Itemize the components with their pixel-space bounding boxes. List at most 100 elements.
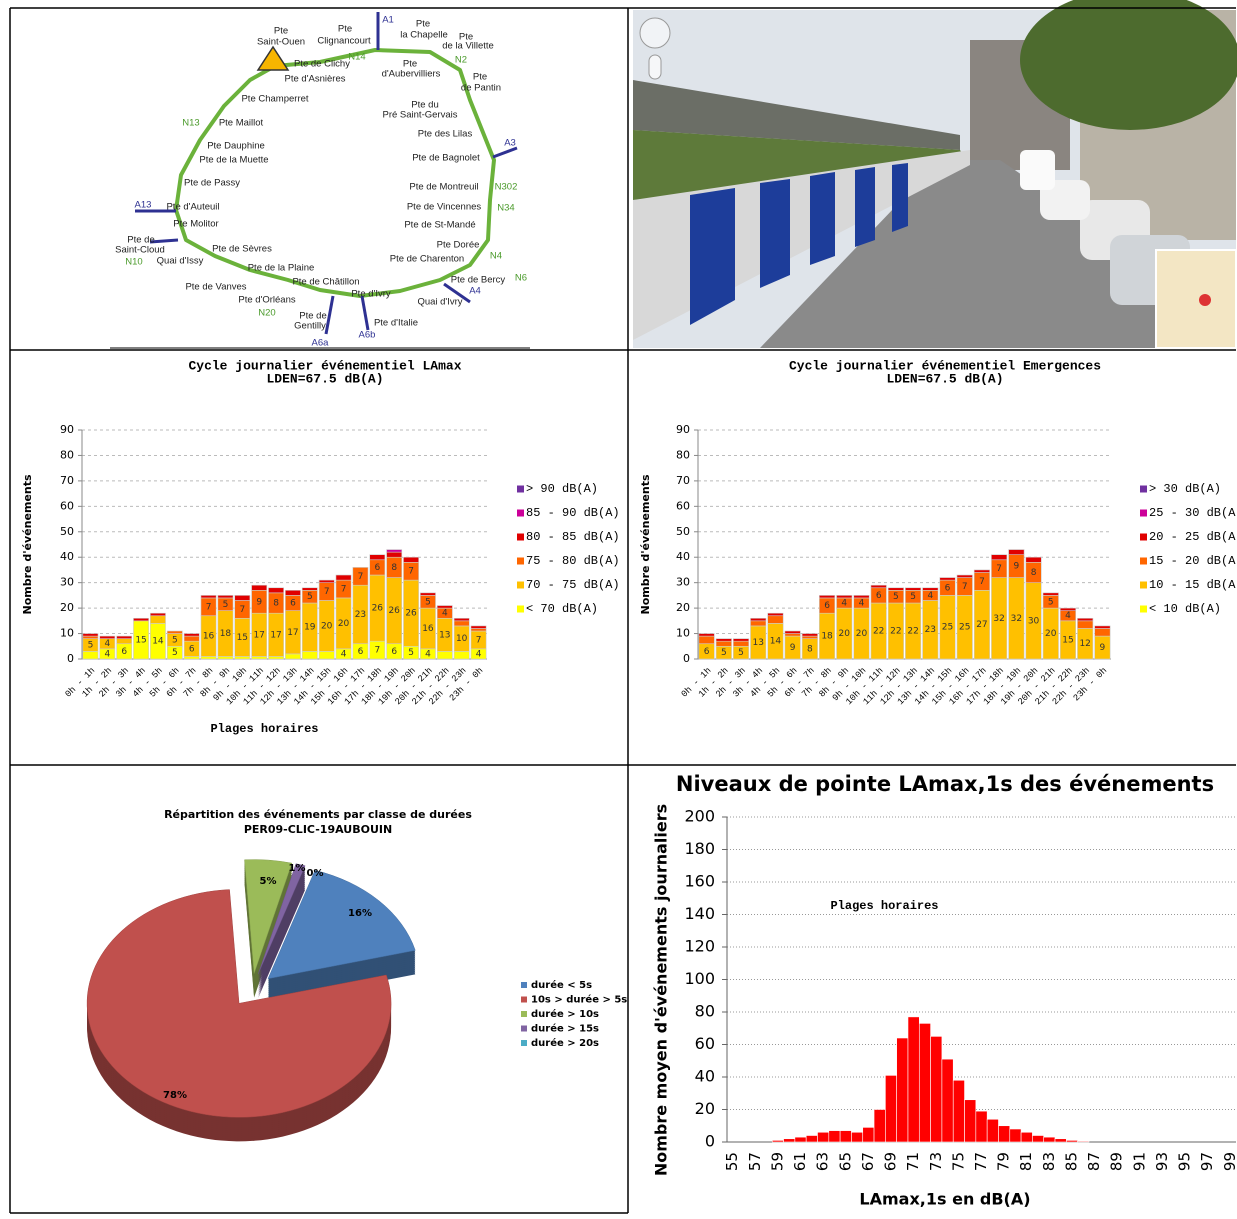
x-tick-label: 91 xyxy=(1130,1152,1148,1171)
pie-slice xyxy=(257,863,306,975)
x-axis-title: LAmax,1s en dB(A) xyxy=(859,1190,1030,1209)
legend-swatch xyxy=(1140,533,1147,541)
data-label: 6 xyxy=(824,601,830,611)
data-label: 4 xyxy=(841,599,847,609)
data-label: 5% xyxy=(260,876,277,887)
bar-segment xyxy=(453,617,470,622)
data-label: 12 xyxy=(1079,639,1090,649)
legend-swatch xyxy=(517,557,524,565)
data-label: 6 xyxy=(374,563,380,573)
legend-label: durée > 20s xyxy=(531,1037,599,1049)
bar-segment xyxy=(251,584,268,591)
x-tick-label: 67 xyxy=(859,1152,877,1171)
data-label: 5 xyxy=(172,635,178,645)
y-tick-label: 50 xyxy=(60,525,74,538)
bar-segment xyxy=(750,617,767,622)
data-label: 4 xyxy=(104,639,110,649)
bar-segment xyxy=(386,551,403,558)
data-label: 4 xyxy=(442,609,448,619)
data-label: 20 xyxy=(856,629,868,639)
y-tick-label: 60 xyxy=(60,499,74,512)
highways xyxy=(135,12,518,335)
data-label: 7 xyxy=(239,605,245,615)
chart-subtitle: PER09-CLIC-19AUBOUIN xyxy=(244,823,392,836)
legend-swatch xyxy=(1140,605,1147,613)
zoom-control[interactable] xyxy=(648,54,662,80)
map-label: Pte de la Muette xyxy=(199,155,268,166)
legend-label: 70 - 75 dB(A) xyxy=(526,578,620,592)
map-label: Pte des Lilas xyxy=(418,129,473,140)
x-tick-label: 57 xyxy=(746,1152,764,1171)
bar-segment xyxy=(698,633,715,637)
bar xyxy=(907,1016,920,1143)
data-label: 5 xyxy=(408,648,414,658)
y-tick-label: 90 xyxy=(676,423,690,436)
y-tick-label: 20 xyxy=(60,601,74,614)
bar-segment xyxy=(268,587,284,594)
bar xyxy=(873,1109,886,1143)
bar xyxy=(805,1135,818,1143)
bar-segment xyxy=(436,651,453,660)
data-label: 22 xyxy=(890,627,901,637)
y-tick-label: 50 xyxy=(676,525,690,538)
bar-segment xyxy=(82,635,99,639)
map-label: A6b xyxy=(359,330,376,341)
data-label: 5 xyxy=(307,592,313,602)
bar xyxy=(828,1130,841,1143)
bar-segment xyxy=(436,605,453,609)
bar xyxy=(998,1125,1011,1143)
bar-segment xyxy=(166,630,183,634)
bar-segment xyxy=(767,612,784,617)
legend-swatch xyxy=(1140,557,1147,565)
bar-segment xyxy=(767,615,784,624)
y-tick-label: 20 xyxy=(695,1099,715,1118)
pie-side xyxy=(258,885,306,997)
bar xyxy=(1054,1138,1067,1143)
map-label: N302 xyxy=(495,182,518,193)
ring-road xyxy=(174,48,496,298)
map-label: Pte de Vincennes xyxy=(407,202,482,213)
map-label: Gentilly xyxy=(294,321,326,332)
data-label: 17 xyxy=(287,628,298,638)
data-label: 20 xyxy=(338,619,350,629)
bar-segment xyxy=(991,554,1008,561)
x-tick-label: 65 xyxy=(836,1152,854,1171)
x-tick-label: 95 xyxy=(1176,1152,1194,1171)
legend-label: 15 - 20 dB(A) xyxy=(1149,554,1237,568)
data-label: 32 xyxy=(1011,614,1022,624)
street-view xyxy=(633,0,1237,349)
bar-segment xyxy=(183,635,200,642)
bar-segment xyxy=(82,633,99,637)
data-label: 32 xyxy=(993,614,1004,624)
data-label: 0% xyxy=(307,868,324,879)
y-tick-label: 180 xyxy=(684,839,715,858)
map-label: Pte xyxy=(403,59,417,70)
data-label: 8 xyxy=(391,563,397,573)
pan-control[interactable] xyxy=(639,17,671,49)
bar-segment xyxy=(870,584,887,589)
data-label: 9 xyxy=(1100,643,1106,653)
bar-segment xyxy=(285,653,301,660)
map-label: Pte d'Ivry xyxy=(351,289,391,300)
data-label: 5 xyxy=(738,648,744,658)
bar xyxy=(1043,1136,1056,1143)
data-label: 7 xyxy=(996,564,1002,574)
bar-segment xyxy=(1094,628,1111,637)
x-tick-label: 81 xyxy=(1017,1152,1035,1171)
bar-segment xyxy=(99,635,116,639)
data-label: 22 xyxy=(873,627,884,637)
chart-title: Cycle journalier événementiel LAmax xyxy=(188,358,461,373)
bar-segment xyxy=(183,656,200,660)
data-label: 16 xyxy=(203,632,215,642)
map-label: Pte de Sèvres xyxy=(212,244,272,255)
map-label: Pte de Bagnolet xyxy=(412,153,480,164)
data-label: 6 xyxy=(391,647,397,657)
legend-label: durée < 5s xyxy=(531,979,592,991)
bar xyxy=(918,1023,931,1143)
data-label: 17 xyxy=(253,630,264,640)
map-label: Saint-Ouen xyxy=(257,37,305,48)
bar xyxy=(817,1131,830,1143)
legend-swatch xyxy=(521,1025,527,1032)
data-label: 14 xyxy=(152,637,164,647)
map-label: la Chapelle xyxy=(400,30,448,41)
